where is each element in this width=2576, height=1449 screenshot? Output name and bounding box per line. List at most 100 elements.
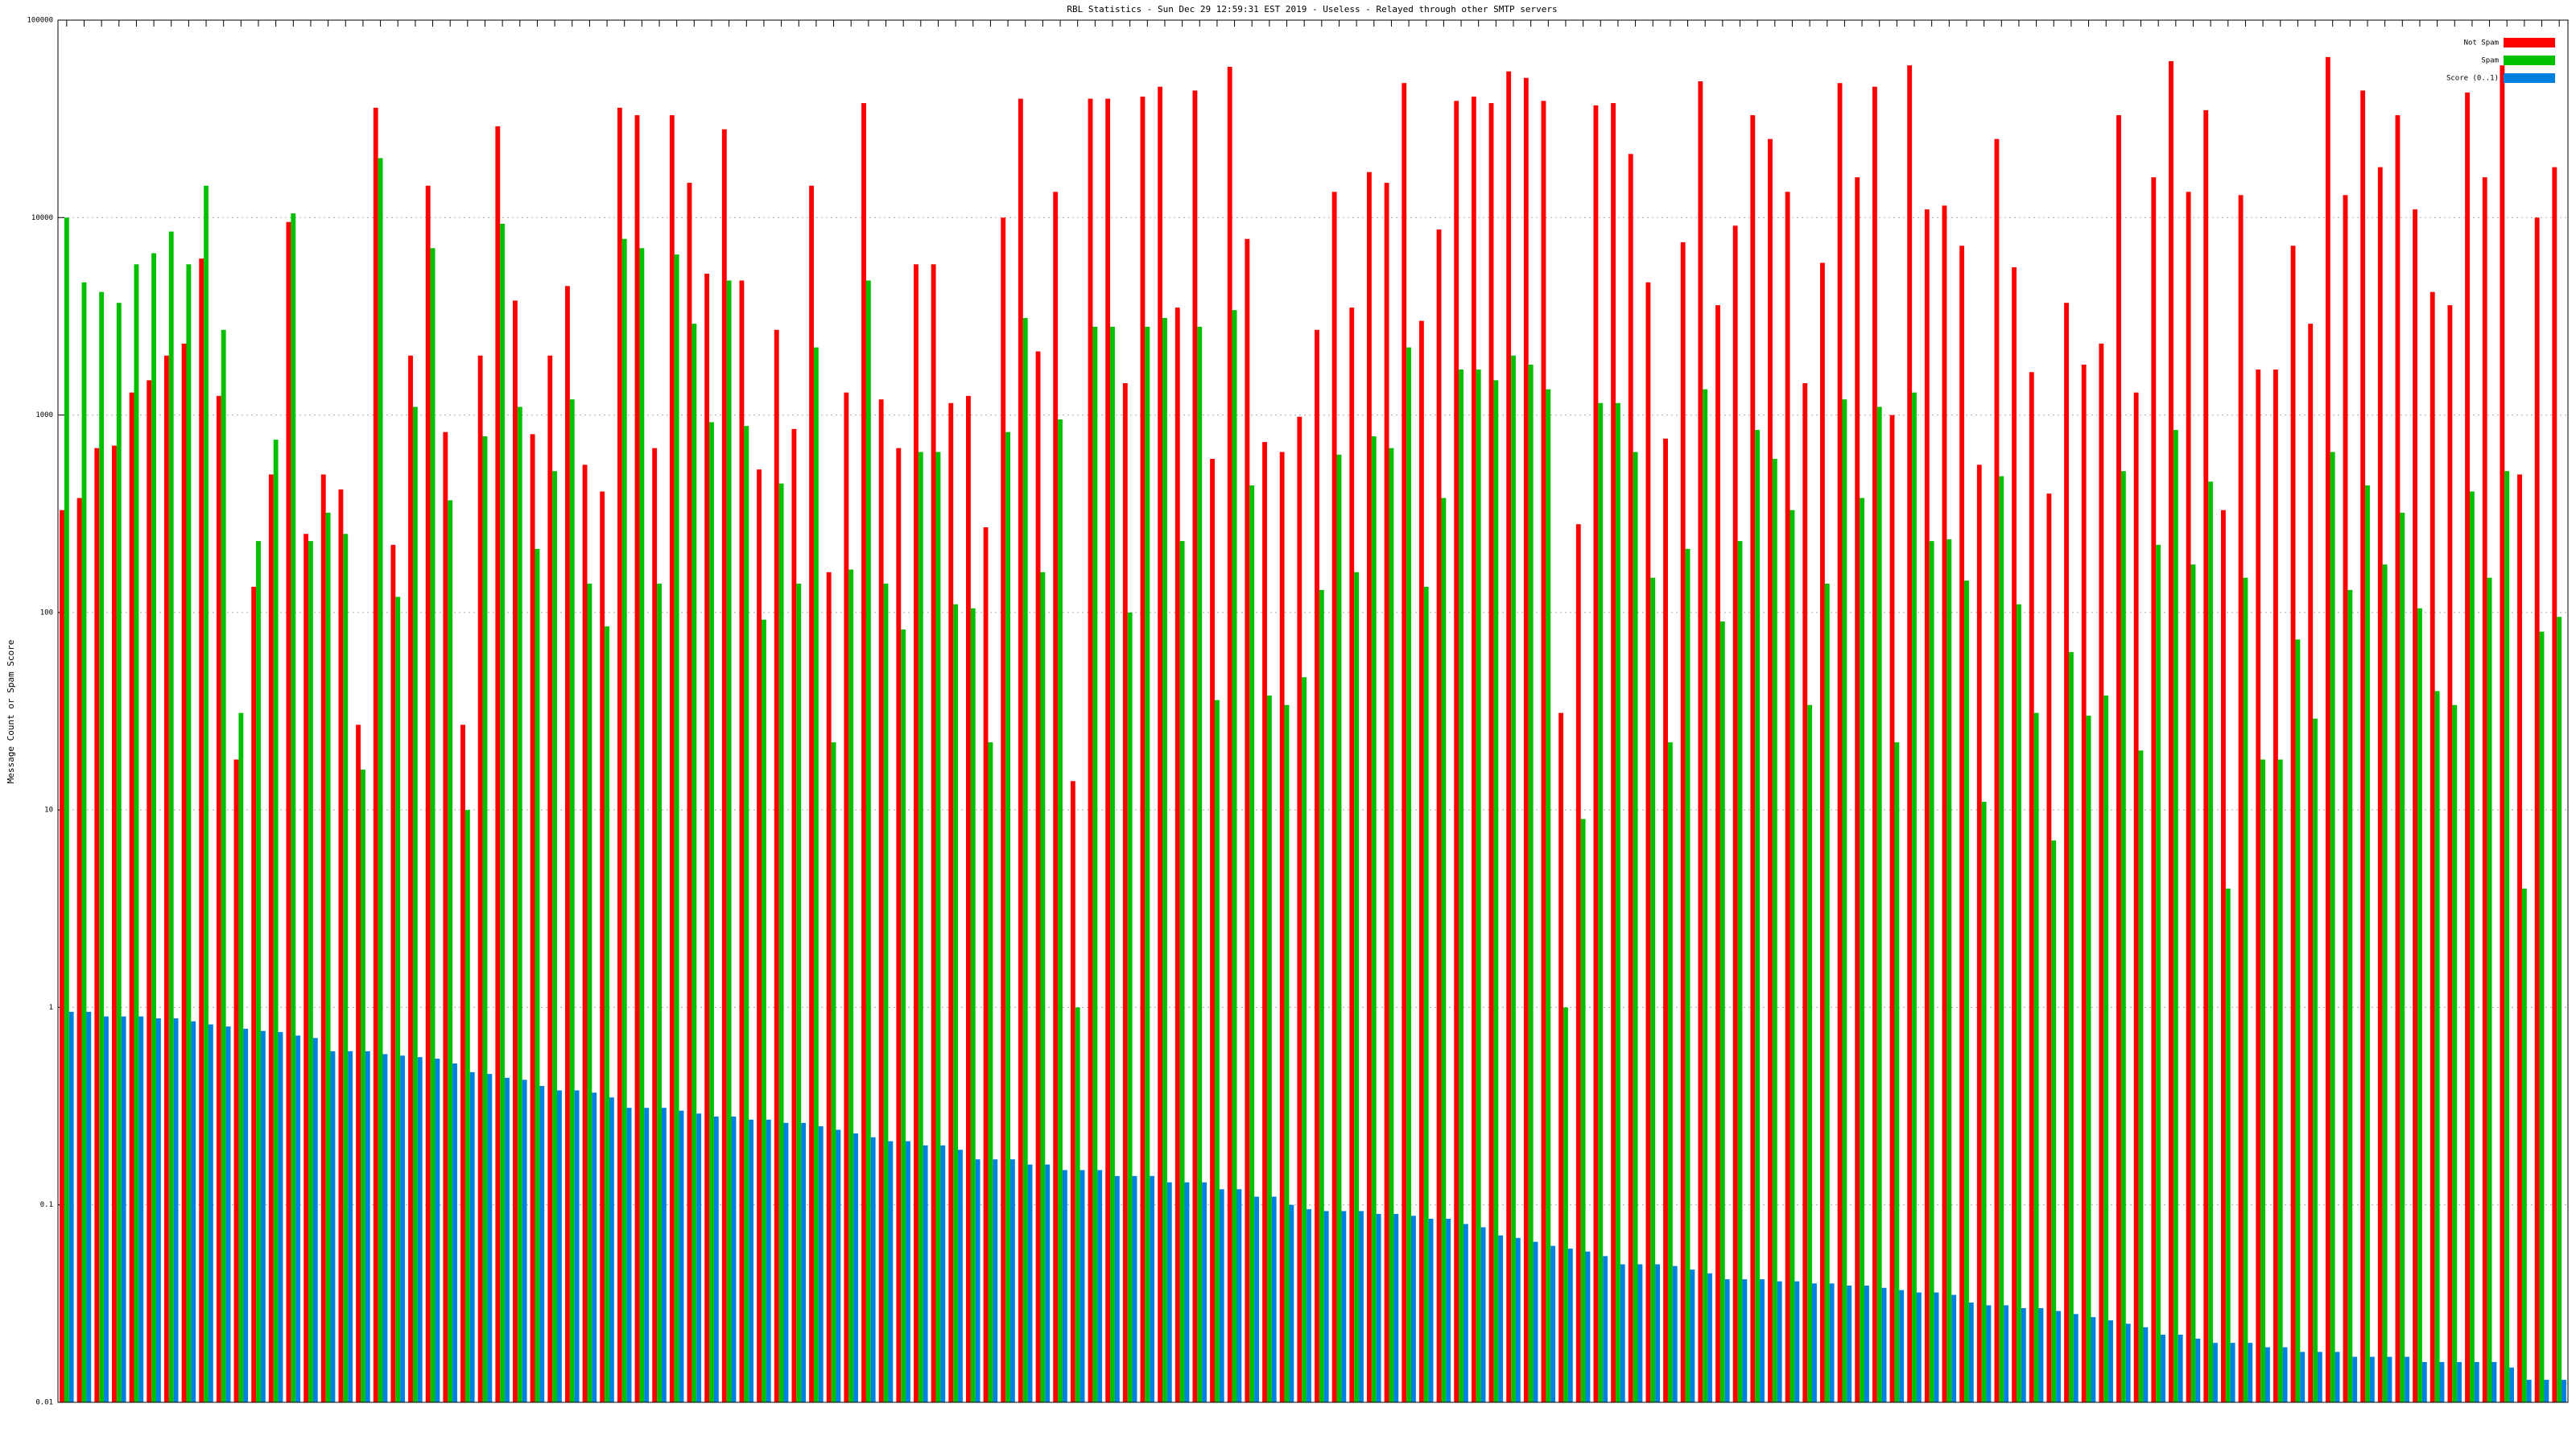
bar [687, 183, 692, 1403]
bar [1750, 115, 1756, 1402]
bar [2487, 577, 2492, 1402]
bar [935, 452, 941, 1402]
bar [1511, 355, 1516, 1403]
bar [2091, 1317, 2096, 1402]
bar [1249, 485, 1255, 1403]
bar [1058, 419, 1063, 1402]
bar [2417, 608, 2422, 1402]
bar [1777, 1281, 1782, 1402]
bar [1197, 326, 1203, 1403]
bar [199, 258, 204, 1402]
bar [1912, 392, 1917, 1402]
bar [168, 231, 174, 1402]
bar [564, 286, 570, 1403]
bar [1916, 1292, 1922, 1402]
bar [243, 1028, 249, 1402]
bar [906, 1141, 910, 1402]
bar [2352, 1356, 2358, 1402]
bar [1406, 347, 1412, 1402]
bar [639, 248, 645, 1402]
bar [1389, 448, 1394, 1403]
bar [966, 395, 971, 1402]
bar [1105, 98, 1111, 1402]
bar [1690, 1269, 1695, 1402]
bar [430, 248, 436, 1402]
bar [2195, 1338, 2201, 1402]
bar [2413, 209, 2418, 1402]
bar [1436, 229, 1442, 1402]
bar [295, 1035, 301, 1402]
bar [2273, 369, 2278, 1402]
bar [713, 1117, 719, 1402]
y-tick-label: 1000 [35, 411, 53, 419]
bar [173, 1018, 179, 1402]
bar [2474, 1361, 2479, 1402]
bar [1855, 177, 1860, 1402]
bar [260, 1030, 266, 1402]
bar [425, 185, 431, 1402]
bar [644, 1108, 650, 1402]
bar [395, 597, 401, 1402]
bar [308, 541, 313, 1402]
bar [2452, 704, 2458, 1402]
bar [2190, 564, 2196, 1402]
bar [1812, 1283, 1817, 1402]
bar [726, 280, 732, 1403]
bar [2509, 1367, 2514, 1402]
bar [1515, 1237, 1521, 1402]
bar [1245, 238, 1250, 1402]
bar [652, 448, 658, 1403]
bar [1210, 458, 1215, 1402]
bar [975, 1159, 980, 1402]
bar [1575, 524, 1581, 1402]
bar [923, 1145, 928, 1402]
bar [2125, 1323, 2131, 1402]
bar [76, 497, 82, 1402]
bar [2457, 1361, 2462, 1402]
bar [2439, 1361, 2445, 1402]
bar [1598, 402, 1604, 1402]
bar [1302, 677, 1307, 1402]
bar [2004, 1305, 2009, 1402]
y-axis-label: Message Count or Spam Score [6, 640, 16, 784]
bar [1737, 541, 1743, 1402]
bar [674, 254, 679, 1402]
bar [68, 1011, 74, 1402]
bar [443, 431, 448, 1402]
y-tick-label: 0.1 [40, 1201, 53, 1209]
bar [1140, 96, 1146, 1402]
bar [609, 1097, 614, 1402]
bar [343, 534, 349, 1402]
bar [1807, 704, 1813, 1402]
bar [338, 489, 344, 1403]
bar [704, 273, 710, 1402]
bar [2186, 192, 2191, 1403]
bar [273, 440, 279, 1403]
bar [1441, 497, 1447, 1402]
bar [1192, 90, 1198, 1403]
bar [691, 324, 697, 1402]
bar [1402, 83, 1407, 1402]
bar [1829, 1283, 1835, 1402]
bar [2033, 712, 2039, 1402]
bar [1454, 101, 1459, 1402]
bar [2068, 652, 2074, 1402]
bar [2017, 604, 2021, 1402]
bar [2086, 716, 2091, 1402]
bar [191, 1021, 196, 1402]
chart-title: RBL Statistics - Sun Dec 29 12:59:31 EST… [1067, 4, 1557, 14]
bar [2290, 246, 2296, 1402]
bar [134, 264, 139, 1402]
bar [1232, 310, 1237, 1402]
bar [1546, 389, 1551, 1402]
bar [448, 500, 453, 1402]
bar [1376, 1213, 1381, 1402]
bar [1266, 695, 1272, 1402]
bar [1946, 539, 1952, 1402]
bar [844, 392, 849, 1402]
bar [2377, 167, 2383, 1402]
bar [2173, 430, 2178, 1402]
bar [809, 185, 814, 1402]
bar [1881, 1287, 1887, 1402]
bar [709, 422, 714, 1402]
